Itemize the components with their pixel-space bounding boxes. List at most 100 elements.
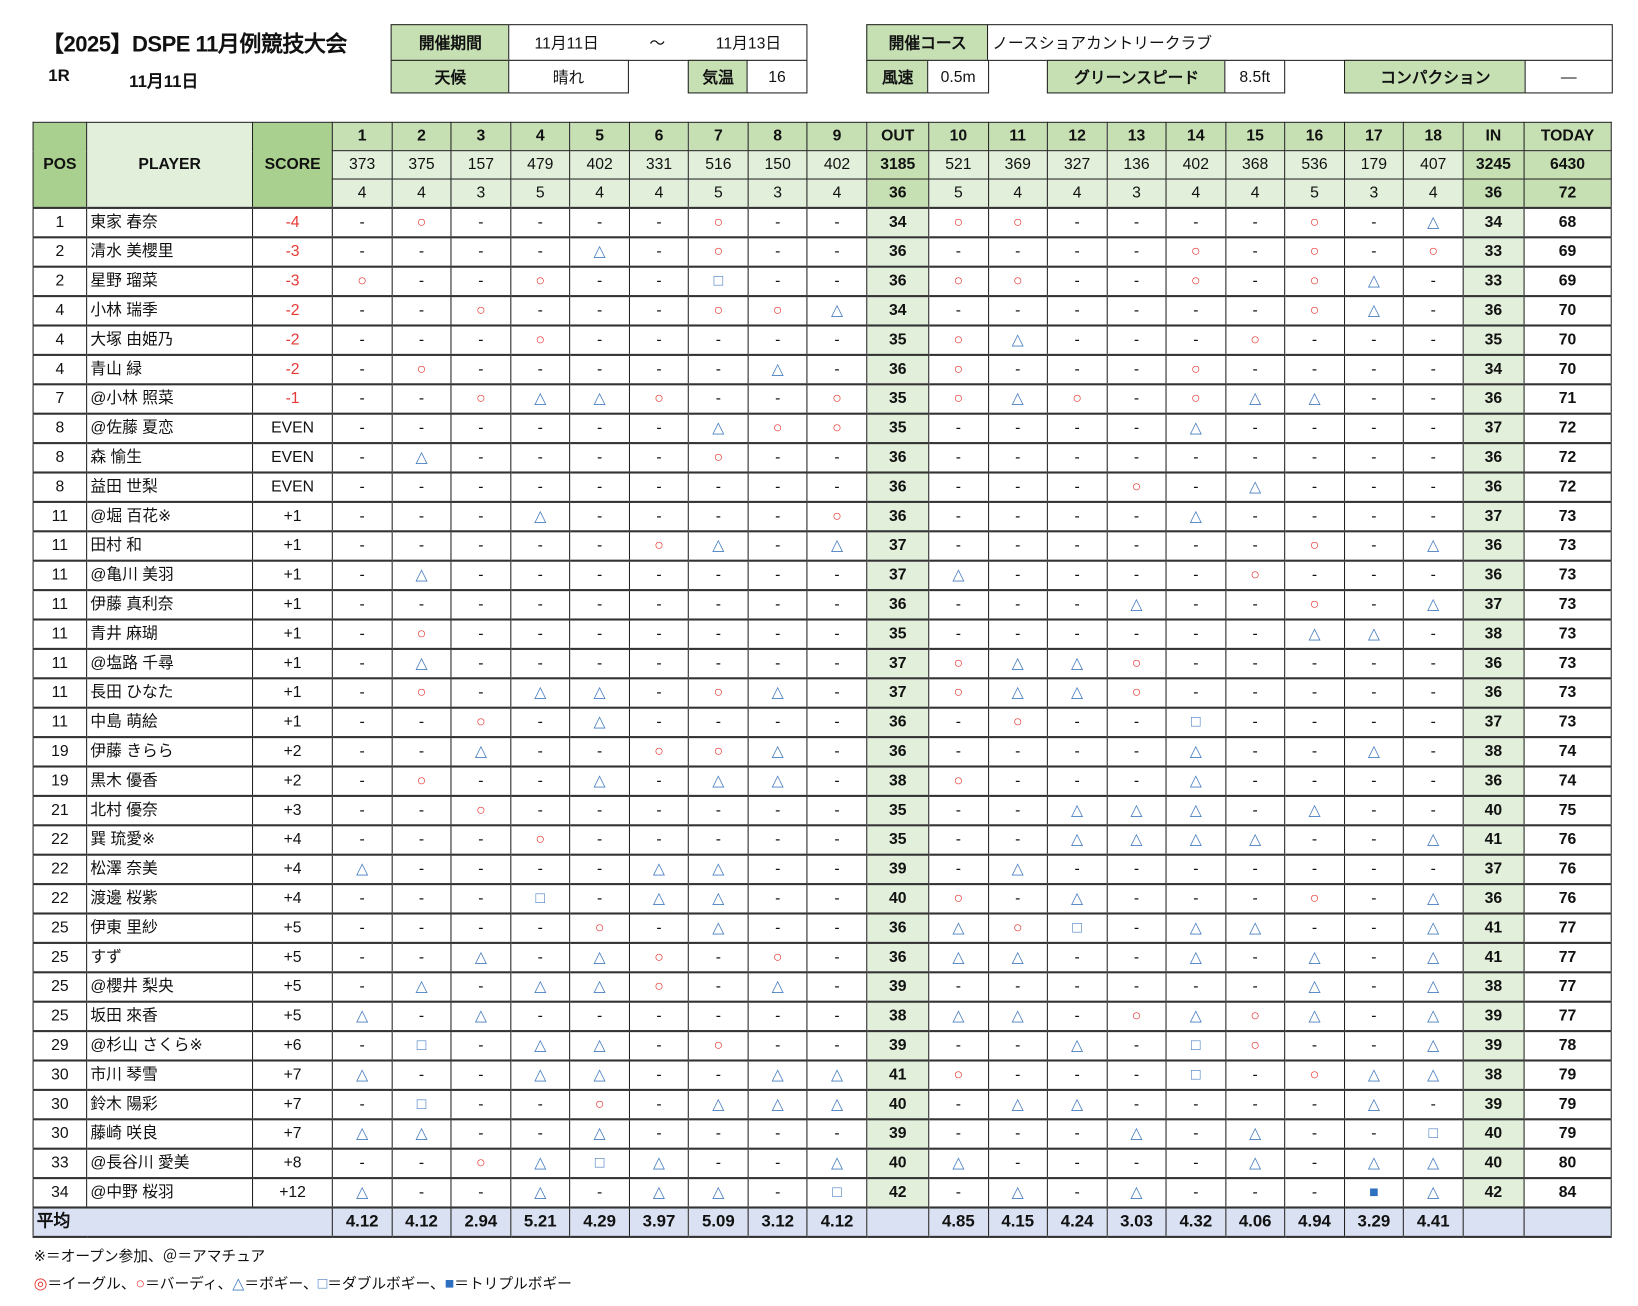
birdie-icon: ○ [476,801,486,819]
hole-result: - [1224,706,1286,738]
hole-result: - [747,618,808,650]
hole-result: - [1165,295,1227,327]
score-to-par: +1 [252,618,334,650]
score-to-par: +4 [252,883,334,915]
par-mark: - [1193,859,1199,878]
wind-value: 0.5m [927,59,990,94]
hole-result: - [928,471,989,503]
par-mark: - [715,977,721,996]
hole-result: - [1343,883,1405,915]
bogey-icon: △ [771,683,784,702]
hole-average: 4.32 [1165,1206,1227,1238]
hole-result: - [747,383,808,415]
today-total: 71 [1523,383,1612,415]
in-total: 34 [1462,206,1525,238]
hole-result: - [331,647,393,679]
birdie-icon: ○ [1250,330,1260,349]
par-mark: - [955,830,962,849]
par-mark: - [1193,477,1199,496]
par-mark: - [834,330,840,349]
hole-result: - [391,1000,452,1032]
bogey-icon: △ [712,771,725,790]
par-mark: - [715,948,721,966]
hole-result: △ [928,1000,989,1032]
par-mark: - [359,918,365,937]
hole-result: □ [1403,1118,1464,1150]
par-mark: - [1074,1124,1080,1143]
today-total: 73 [1523,618,1612,650]
par-mark: - [1074,242,1080,261]
hole-result: - [450,471,512,503]
hole-result: △ [1046,647,1108,679]
today-total: 72 [1523,471,1612,503]
scoreboard-table: POS PLAYER SCORE 1 2 3 4 5 6 7 8 9 OUT 10 11 12 13 14 15 16… [32,121,1612,1238]
hole-result: ○ [928,1059,989,1091]
hole-result: - [331,383,393,415]
hole-result: ○ [928,765,989,797]
par-mark: - [1371,948,1377,966]
today-total: 76 [1523,883,1612,915]
header-hole: 18 [1403,121,1464,152]
player-name: 藤崎 咲良 [86,1118,254,1150]
par-mark: - [1015,742,1021,761]
bogey-icon: △ [1367,1065,1380,1084]
hole-result: ○ [1284,295,1345,327]
bogey-icon: △ [952,918,965,937]
hole-result: - [1224,353,1286,385]
hole-result: - [569,736,630,768]
bogey-icon: △ [1427,918,1440,937]
par-mark: - [715,507,721,525]
par-mark: - [359,889,365,908]
hole-result: - [688,618,749,650]
double-bogey-icon: □ [317,1274,328,1293]
hole-result: - [987,471,1048,503]
header-hole: 17 [1343,121,1405,152]
par-mark: - [775,536,781,555]
hole-result: - [510,736,571,768]
hole-result: - [1165,442,1227,474]
hole-result: - [987,589,1048,621]
par-mark: - [834,742,840,761]
hole-result: - [1046,206,1108,238]
table-row: 19 伊藤 きらら +2- - △ - - ○ ○ △ -36- - - - △ - - △ -38 74 [32,736,1612,768]
hole-result: - [987,236,1048,268]
birdie-icon: ○ [953,213,964,231]
hole-result: - [391,1177,452,1209]
par-mark: - [1430,565,1436,584]
hole-result: △ [510,1059,571,1091]
hole-average: 4.85 [928,1206,989,1238]
in-total: 36 [1462,765,1525,797]
hole-result: △ [688,1177,749,1209]
hole-result: - [391,265,452,297]
bogey-icon: △ [1071,1095,1084,1113]
bogey-icon: △ [952,565,965,584]
hole-result: △ [987,383,1048,415]
hole-result: - [391,295,452,327]
par-mark: - [1074,418,1080,437]
hole-result: △ [391,1118,452,1150]
bogey-icon: △ [1071,654,1084,672]
hole-result: △ [569,765,630,797]
position: 8 [32,471,88,503]
par-mark: - [1193,330,1199,349]
par-mark: - [1311,771,1318,790]
par-mark: - [834,683,840,702]
position: 30 [32,1118,88,1150]
bogey-icon: △ [356,1183,369,1202]
header-score: SCORE [252,121,334,209]
par-mark: - [775,595,781,614]
hole-result: △ [1106,824,1167,856]
hole-result: - [628,500,690,532]
hole-result: △ [510,677,571,709]
hole-result: ○ [628,383,690,415]
par-mark: - [478,889,484,908]
hole-result: - [1106,1030,1167,1062]
hole-result: - [1106,912,1167,944]
bogey-icon: △ [1130,1183,1143,1202]
par-mark: - [955,1036,962,1055]
birdie-icon: ○ [594,918,605,937]
par-mark: - [1015,771,1021,790]
bogey-icon: △ [1189,801,1202,819]
par-mark: - [715,565,721,584]
hole-par: 4 [1165,178,1227,209]
